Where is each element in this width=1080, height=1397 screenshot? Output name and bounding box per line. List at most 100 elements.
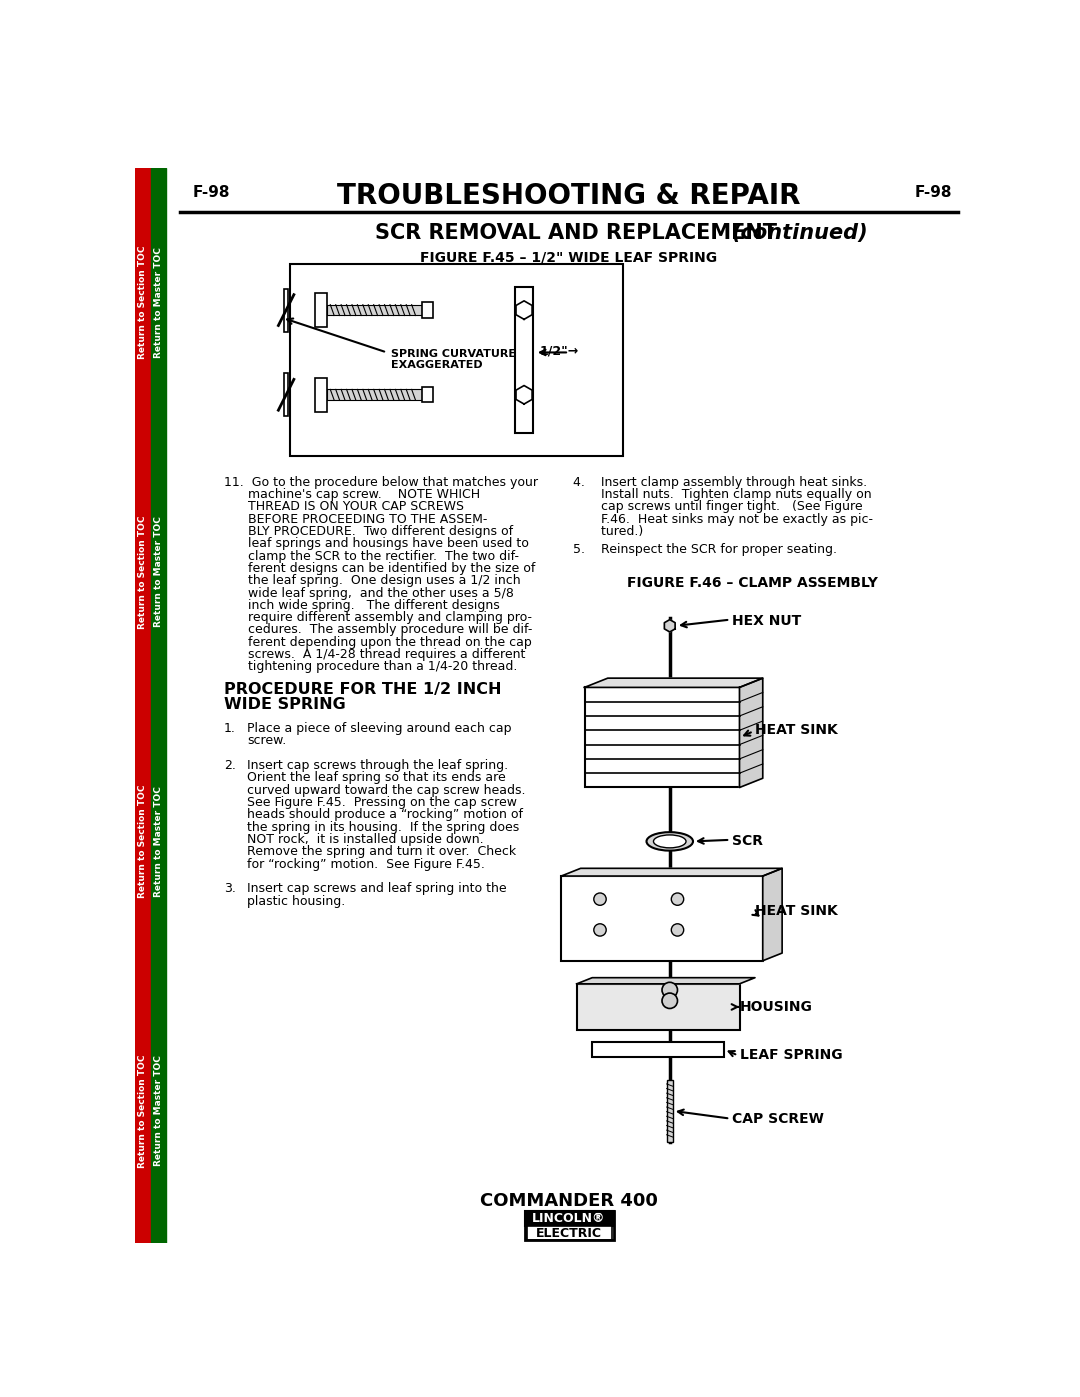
Text: 5.    Reinspect the SCR for proper seating.: 5. Reinspect the SCR for proper seating. bbox=[572, 543, 837, 556]
Text: 4.    Insert clamp assembly through heat sinks.: 4. Insert clamp assembly through heat si… bbox=[572, 475, 867, 489]
Bar bbox=[584, 687, 740, 788]
Bar bbox=[150, 168, 166, 1243]
Text: curved upward toward the cap screw heads.: curved upward toward the cap screw heads… bbox=[247, 784, 526, 796]
Bar bbox=[327, 390, 422, 400]
Text: LINCOLN®: LINCOLN® bbox=[532, 1213, 606, 1225]
Text: WIDE SPRING: WIDE SPRING bbox=[225, 697, 346, 712]
Text: Return to Master TOC: Return to Master TOC bbox=[153, 517, 163, 627]
Text: Return to Master TOC: Return to Master TOC bbox=[153, 787, 163, 897]
Circle shape bbox=[594, 923, 606, 936]
Text: heads should produce a “rocking” motion of: heads should produce a “rocking” motion … bbox=[247, 809, 524, 821]
Bar bbox=[314, 377, 327, 412]
Bar bbox=[314, 293, 327, 327]
Text: FIGURE F.45 – 1/2" WIDE LEAF SPRING: FIGURE F.45 – 1/2" WIDE LEAF SPRING bbox=[420, 251, 717, 265]
Circle shape bbox=[672, 923, 684, 936]
Text: the spring in its housing.  If the spring does: the spring in its housing. If the spring… bbox=[247, 820, 519, 834]
Text: BEFORE PROCEEDING TO THE ASSEM-: BEFORE PROCEEDING TO THE ASSEM- bbox=[225, 513, 487, 525]
Bar bbox=[422, 302, 433, 317]
Bar bbox=[592, 1042, 724, 1058]
Polygon shape bbox=[664, 620, 675, 631]
Text: LEAF SPRING: LEAF SPRING bbox=[740, 1049, 842, 1063]
Text: NOT rock,  it is installed upside down.: NOT rock, it is installed upside down. bbox=[247, 833, 484, 847]
Text: See Figure F.45.  Pressing on the cap screw: See Figure F.45. Pressing on the cap scr… bbox=[247, 796, 517, 809]
Text: THREAD IS ON YOUR CAP SCREWS: THREAD IS ON YOUR CAP SCREWS bbox=[225, 500, 464, 513]
Text: Return to Section TOC: Return to Section TOC bbox=[138, 785, 147, 898]
Text: Remove the spring and turn it over.  Check: Remove the spring and turn it over. Chec… bbox=[247, 845, 516, 858]
Text: Orient the leaf spring so that its ends are: Orient the leaf spring so that its ends … bbox=[247, 771, 507, 784]
Text: PROCEDURE FOR THE 1/2 INCH: PROCEDURE FOR THE 1/2 INCH bbox=[225, 682, 501, 697]
Text: machine's cap screw.    NOTE WHICH: machine's cap screw. NOTE WHICH bbox=[225, 488, 481, 502]
Text: HEAT SINK: HEAT SINK bbox=[755, 722, 838, 736]
Polygon shape bbox=[584, 678, 762, 687]
Polygon shape bbox=[740, 678, 762, 788]
Bar bbox=[291, 264, 623, 457]
Text: BLY PROCEDURE.  Two different designs of: BLY PROCEDURE. Two different designs of bbox=[225, 525, 513, 538]
Text: Return to Master TOC: Return to Master TOC bbox=[153, 247, 163, 358]
Text: clamp the SCR to the rectifier.  The two dif-: clamp the SCR to the rectifier. The two … bbox=[225, 549, 519, 563]
Bar bbox=[577, 983, 740, 1030]
Text: require different assembly and clamping pro-: require different assembly and clamping … bbox=[225, 610, 532, 624]
Text: HOUSING: HOUSING bbox=[740, 1000, 812, 1014]
Circle shape bbox=[662, 982, 677, 997]
Text: F.46.  Heat sinks may not be exactly as pic-: F.46. Heat sinks may not be exactly as p… bbox=[572, 513, 873, 525]
Bar bbox=[515, 286, 534, 433]
Polygon shape bbox=[284, 373, 288, 416]
Text: plastic housing.: plastic housing. bbox=[247, 894, 346, 908]
Text: SCR REMOVAL AND REPLACEMENT: SCR REMOVAL AND REPLACEMENT bbox=[375, 224, 784, 243]
Text: Insert cap screws and leaf spring into the: Insert cap screws and leaf spring into t… bbox=[247, 882, 507, 895]
Text: ferent depending upon the thread on the cap: ferent depending upon the thread on the … bbox=[225, 636, 531, 648]
Text: 1.: 1. bbox=[225, 722, 237, 735]
Bar bbox=[525, 1211, 613, 1241]
Polygon shape bbox=[562, 869, 782, 876]
Text: ferent designs can be identified by the size of: ferent designs can be identified by the … bbox=[225, 562, 536, 576]
Text: SPRING CURVATURE
EXAGGERATED: SPRING CURVATURE EXAGGERATED bbox=[391, 349, 516, 370]
Text: COMMANDER 400: COMMANDER 400 bbox=[481, 1192, 658, 1210]
Text: wide leaf spring,  and the other uses a 5/8: wide leaf spring, and the other uses a 5… bbox=[225, 587, 514, 599]
Text: leaf springs and housings have been used to: leaf springs and housings have been used… bbox=[225, 538, 529, 550]
Bar bbox=[527, 1227, 611, 1241]
Bar bbox=[525, 1211, 613, 1227]
Text: F-98: F-98 bbox=[915, 184, 953, 200]
Bar bbox=[666, 1080, 673, 1141]
Text: Place a piece of sleeving around each cap: Place a piece of sleeving around each ca… bbox=[247, 722, 512, 735]
Bar bbox=[422, 387, 433, 402]
Text: Insert cap screws through the leaf spring.: Insert cap screws through the leaf sprin… bbox=[247, 759, 509, 773]
Text: (continued): (continued) bbox=[732, 224, 868, 243]
Circle shape bbox=[672, 893, 684, 905]
Text: 3.: 3. bbox=[225, 882, 237, 895]
Text: screws.  A 1/4-28 thread requires a different: screws. A 1/4-28 thread requires a diffe… bbox=[225, 648, 526, 661]
Bar bbox=[327, 305, 422, 316]
Text: the leaf spring.  One design uses a 1/2 inch: the leaf spring. One design uses a 1/2 i… bbox=[225, 574, 521, 587]
Bar bbox=[135, 168, 150, 1243]
Polygon shape bbox=[762, 869, 782, 961]
Text: HEX NUT: HEX NUT bbox=[732, 615, 801, 629]
Polygon shape bbox=[284, 289, 288, 331]
Text: inch wide spring.   The different designs: inch wide spring. The different designs bbox=[225, 599, 500, 612]
Text: Return to Section TOC: Return to Section TOC bbox=[138, 515, 147, 629]
Text: FIGURE F.46 – CLAMP ASSEMBLY: FIGURE F.46 – CLAMP ASSEMBLY bbox=[627, 576, 878, 590]
Bar bbox=[562, 876, 762, 961]
Text: 1/2"→: 1/2"→ bbox=[540, 345, 579, 358]
Text: Return to Section TOC: Return to Section TOC bbox=[138, 1055, 147, 1168]
Ellipse shape bbox=[647, 833, 693, 851]
Text: tightening procedure than a 1/4-20 thread.: tightening procedure than a 1/4-20 threa… bbox=[225, 661, 517, 673]
Ellipse shape bbox=[653, 835, 686, 848]
Polygon shape bbox=[577, 978, 755, 983]
Text: screw.: screw. bbox=[247, 735, 286, 747]
Text: tured.): tured.) bbox=[572, 525, 643, 538]
Text: cap screws until finger tight.   (See Figure: cap screws until finger tight. (See Figu… bbox=[572, 500, 863, 513]
Text: CAP SCREW: CAP SCREW bbox=[732, 1112, 824, 1126]
Text: Install nuts.  Tighten clamp nuts equally on: Install nuts. Tighten clamp nuts equally… bbox=[572, 488, 872, 502]
Circle shape bbox=[662, 993, 677, 1009]
Text: TROUBLESHOOTING & REPAIR: TROUBLESHOOTING & REPAIR bbox=[337, 182, 800, 210]
Text: HEAT SINK: HEAT SINK bbox=[755, 904, 838, 918]
Text: 2.: 2. bbox=[225, 759, 237, 773]
Text: Return to Master TOC: Return to Master TOC bbox=[153, 1056, 163, 1166]
Circle shape bbox=[594, 893, 606, 905]
Text: 11.  Go to the procedure below that matches your: 11. Go to the procedure below that match… bbox=[225, 475, 538, 489]
Text: ELECTRIC: ELECTRIC bbox=[536, 1227, 602, 1239]
Text: for “rocking” motion.  See Figure F.45.: for “rocking” motion. See Figure F.45. bbox=[247, 858, 485, 870]
Text: cedures.  The assembly procedure will be dif-: cedures. The assembly procedure will be … bbox=[225, 623, 532, 637]
Text: F-98: F-98 bbox=[193, 184, 231, 200]
Text: SCR: SCR bbox=[732, 834, 762, 848]
